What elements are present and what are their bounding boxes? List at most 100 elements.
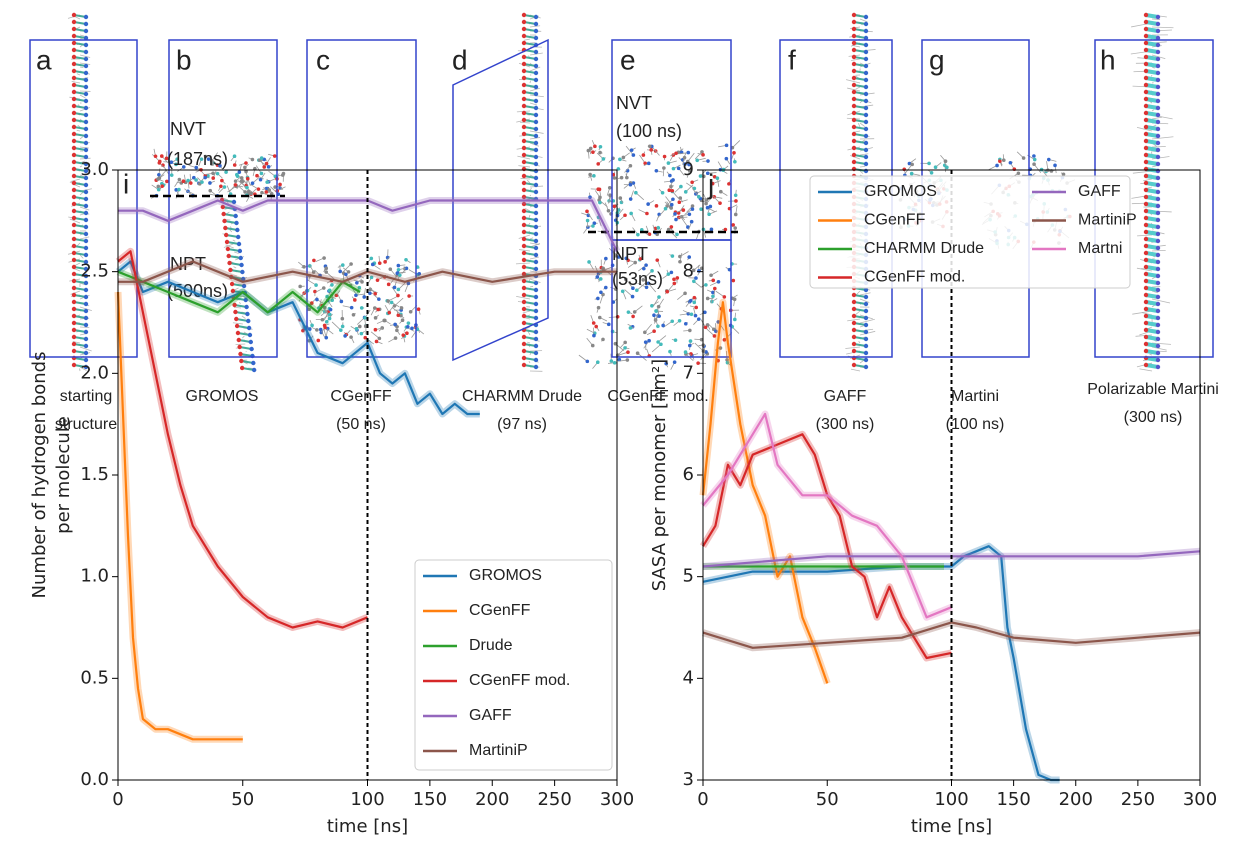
atom — [1143, 306, 1149, 312]
atom — [521, 271, 527, 277]
molecule-bond — [79, 62, 91, 65]
atom — [1155, 133, 1161, 139]
atom — [1155, 245, 1161, 251]
atom — [354, 326, 359, 331]
atom — [247, 332, 253, 338]
molecule-bond — [241, 315, 246, 319]
atom — [1143, 250, 1149, 256]
molecule-bond — [1143, 178, 1153, 182]
atom — [863, 126, 869, 132]
molecule-bond — [529, 102, 538, 106]
legend-label: GROMOS — [864, 183, 937, 200]
atom — [689, 312, 694, 317]
atom — [340, 324, 345, 329]
atom — [199, 157, 204, 161]
panel-caption: (300 ns) — [816, 416, 875, 433]
atom — [851, 348, 857, 354]
atom — [521, 355, 527, 361]
atom — [521, 173, 527, 179]
atom — [636, 232, 640, 237]
simulation-box — [611, 239, 732, 358]
atom — [851, 292, 857, 298]
atom — [83, 28, 89, 34]
atom — [307, 307, 311, 312]
atom — [395, 271, 400, 276]
series-line — [701, 301, 829, 684]
atom — [222, 185, 227, 189]
molecule — [219, 196, 257, 373]
atom — [1008, 160, 1013, 165]
atom — [521, 117, 527, 123]
atom — [320, 317, 325, 322]
atom — [360, 280, 364, 284]
atom — [83, 140, 89, 146]
molecule-bond — [518, 234, 531, 239]
atom — [694, 192, 698, 196]
atom — [83, 245, 89, 251]
atom — [250, 181, 255, 186]
atom — [725, 360, 730, 365]
panel-caption: (97 ns) — [497, 416, 547, 433]
atom — [372, 306, 377, 310]
atom — [659, 342, 663, 347]
x-tick-label: 50 — [231, 789, 254, 810]
atom — [241, 283, 247, 289]
molecule-bond — [519, 121, 531, 124]
molecule-bond — [79, 254, 84, 259]
atom — [703, 310, 707, 315]
atom — [1143, 236, 1149, 242]
atom — [259, 156, 264, 160]
atom — [647, 144, 652, 149]
atom — [338, 269, 342, 274]
atom — [851, 138, 857, 144]
atom — [83, 154, 89, 160]
atom — [1143, 229, 1149, 235]
atom — [687, 212, 692, 217]
molecule-bond — [657, 208, 666, 218]
panel-caption: CGenFF mod. — [607, 388, 708, 405]
atom — [704, 283, 708, 287]
atom — [533, 301, 539, 307]
panel-caption: Martini — [951, 388, 999, 405]
atom — [237, 344, 242, 350]
molecule-bond — [1151, 18, 1161, 20]
atom — [863, 42, 869, 48]
atom — [71, 264, 77, 270]
atom — [246, 189, 251, 194]
atom — [612, 360, 617, 365]
atom — [643, 340, 648, 344]
atom — [863, 287, 869, 293]
atom — [1155, 91, 1161, 97]
atom — [650, 269, 654, 273]
atom — [71, 208, 77, 214]
atom — [71, 75, 77, 81]
molecule-bond — [209, 156, 218, 166]
y-axis-label: per molecule — [53, 416, 74, 534]
atom — [232, 302, 237, 308]
atom — [649, 148, 653, 152]
atom — [249, 191, 253, 196]
atom — [675, 232, 679, 237]
atom — [387, 310, 392, 315]
molecule-bond — [1151, 156, 1170, 160]
atom — [591, 150, 595, 154]
atom — [521, 201, 527, 207]
x-tick-label: 200 — [475, 789, 509, 810]
atom — [670, 188, 675, 193]
atom — [1143, 61, 1149, 67]
y-tick-label: 2.0 — [80, 362, 109, 383]
atom — [330, 283, 334, 287]
atom — [733, 226, 738, 230]
atom — [533, 357, 539, 363]
atom — [227, 260, 232, 266]
atom — [71, 313, 77, 319]
atom — [224, 232, 229, 238]
atom — [1143, 40, 1149, 46]
atom — [83, 14, 89, 20]
atom — [71, 327, 77, 333]
atom — [641, 278, 646, 282]
molecule-bond — [520, 178, 531, 180]
atom — [851, 19, 857, 25]
molecule-bond — [858, 340, 861, 344]
atom — [521, 229, 527, 235]
